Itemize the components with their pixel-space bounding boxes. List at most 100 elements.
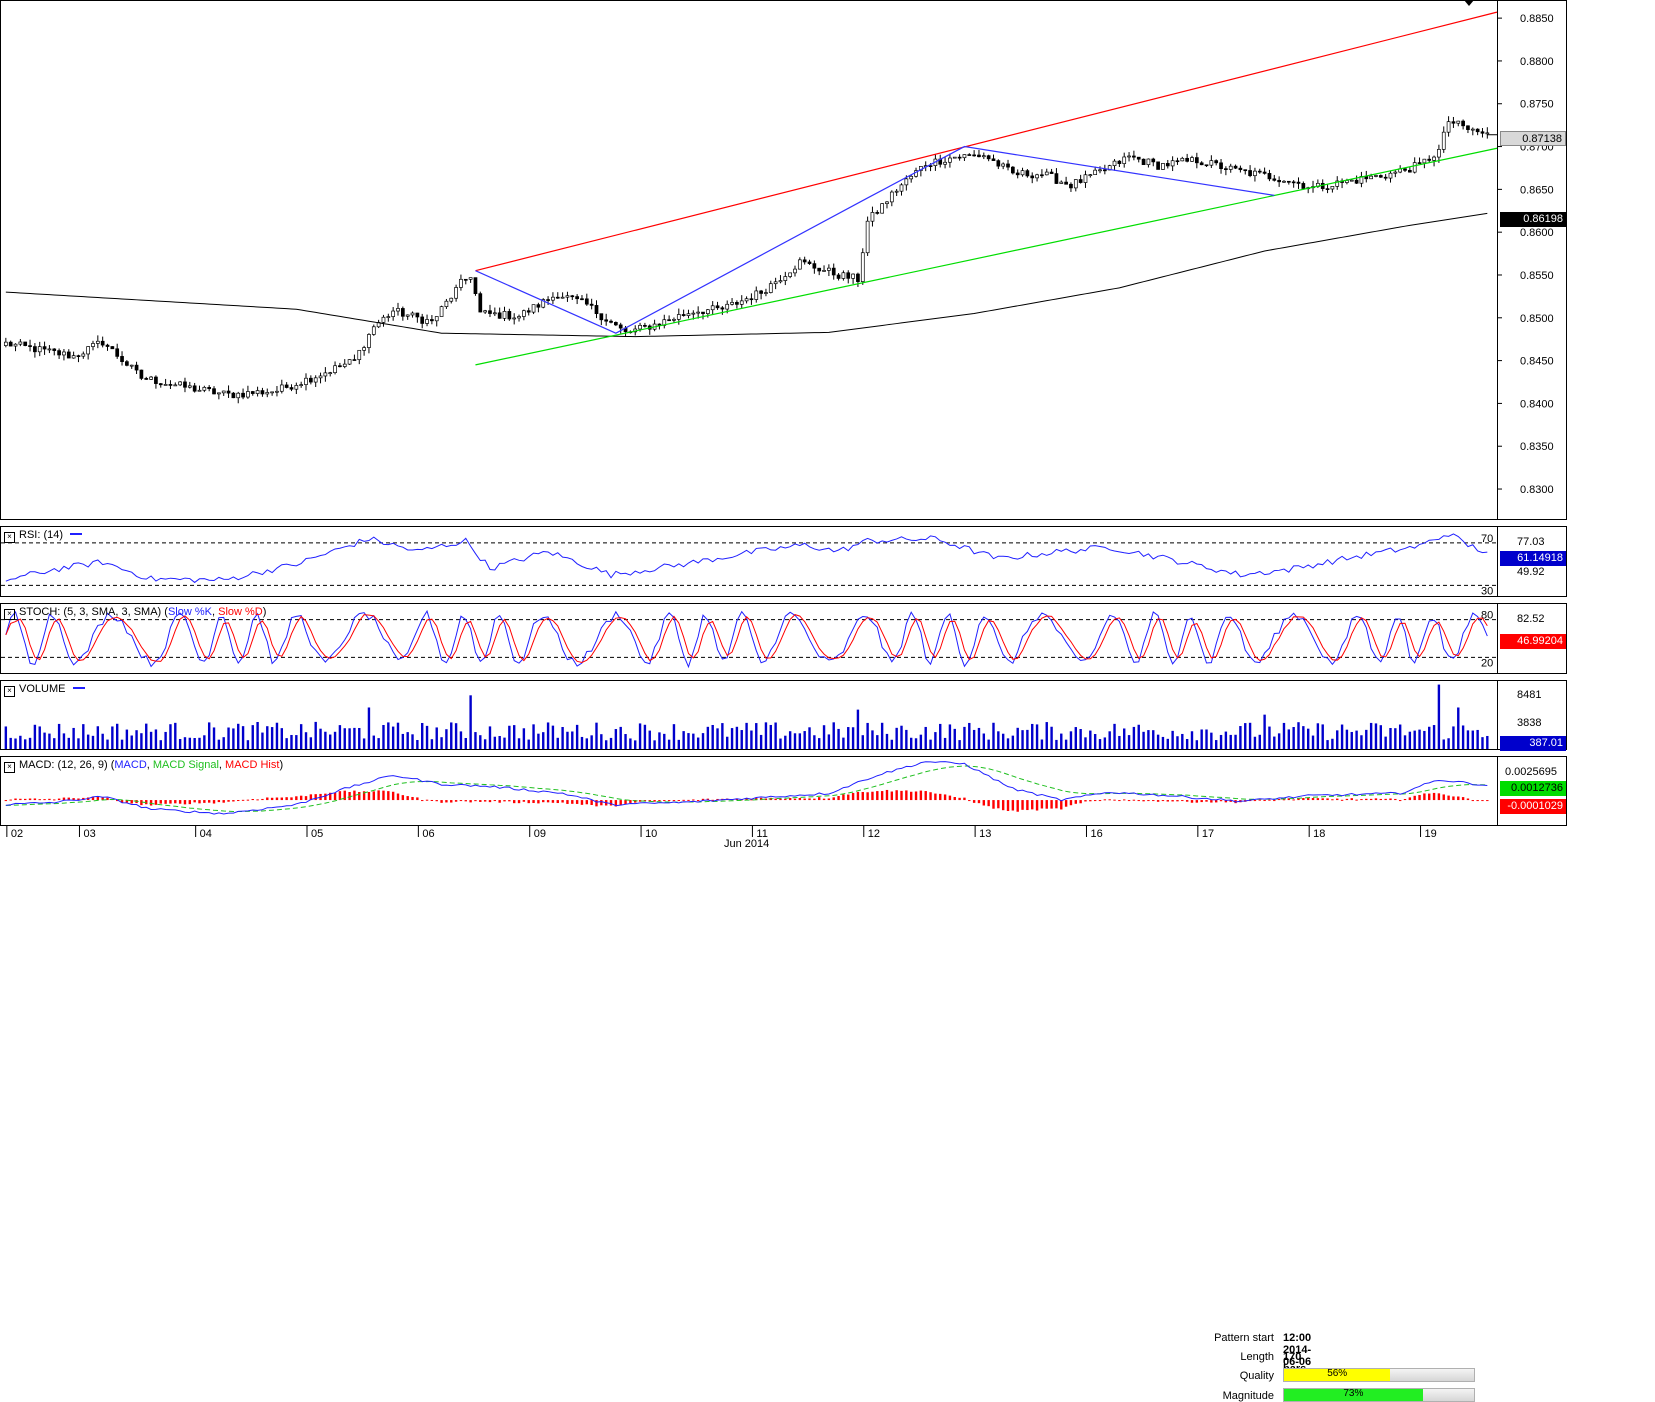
macd-hist-bar — [1481, 800, 1484, 802]
candle — [76, 355, 81, 357]
volume-bar — [1205, 729, 1208, 749]
volume-bar — [924, 726, 927, 749]
macd-hist-bar — [580, 800, 584, 805]
candle — [57, 350, 61, 356]
candle — [144, 378, 149, 380]
macd-hist-bar — [358, 792, 361, 801]
x-tick-label: 05 — [311, 828, 323, 840]
candle — [764, 292, 768, 294]
volume-bar — [919, 734, 923, 749]
volume-bar — [1156, 734, 1160, 749]
volume-bar — [726, 736, 729, 749]
candle — [434, 316, 439, 322]
candle — [604, 319, 609, 322]
volume-bar — [198, 737, 201, 749]
volume-bar — [648, 730, 651, 749]
stoch-title: × STOCH: (5, 3, SMA, 3, SMA) (Slow %K, Sl… — [4, 606, 266, 620]
rsi-close-icon[interactable]: × — [4, 532, 15, 543]
macd-hist-bar — [329, 792, 332, 801]
volume-bar — [527, 739, 530, 749]
candle — [1180, 157, 1185, 162]
volume-bar — [1466, 730, 1470, 749]
candle — [1025, 170, 1030, 177]
macd-close-icon[interactable]: × — [4, 762, 15, 773]
candle — [948, 157, 952, 163]
candle — [1112, 160, 1117, 167]
macd-hist-bar — [362, 791, 366, 801]
quality-bar: 56% — [1283, 1368, 1475, 1382]
macd-hist-bar — [750, 799, 753, 801]
candle — [100, 340, 105, 346]
macd-hist-bar — [1277, 799, 1281, 801]
volume-bar — [464, 737, 467, 749]
macd-hist-bar — [1360, 799, 1363, 801]
volume-bar — [401, 733, 405, 749]
volume-bar — [280, 728, 284, 749]
macd-hist-bar — [909, 791, 913, 801]
macd-hist-bar — [1050, 800, 1053, 809]
volume-title: × VOLUME — [4, 683, 85, 697]
volume-bar — [1195, 740, 1199, 749]
macd-hist-bar — [391, 791, 395, 801]
candle — [183, 381, 187, 388]
macd-hist-bar — [1447, 795, 1450, 801]
volume-bar — [416, 740, 419, 749]
candle — [328, 372, 333, 374]
macd-hist-bar — [1001, 800, 1005, 811]
macd-hist-bar — [609, 800, 613, 806]
volume-bar — [711, 724, 714, 749]
candle — [749, 298, 754, 301]
volume-bar — [934, 732, 937, 749]
volume-bar — [600, 734, 603, 749]
macd-hist-bar — [159, 800, 162, 804]
macd-hist-bar — [614, 800, 618, 807]
macd-hist-bar — [266, 797, 269, 801]
macd-hist-bar — [687, 799, 690, 801]
macd-hist-bar — [1224, 800, 1228, 803]
x-tick-label: 06 — [422, 828, 434, 840]
volume-bar — [1214, 740, 1218, 749]
candle — [1141, 158, 1146, 166]
macd-hist-bar — [595, 800, 598, 807]
x-tick-label: 03 — [83, 828, 95, 840]
macd-hist-bar — [1471, 800, 1474, 802]
macd-hist-bar — [856, 791, 860, 801]
volume-bar — [561, 726, 564, 749]
candle — [827, 267, 831, 271]
candle — [1117, 160, 1122, 164]
volume-bar — [1379, 725, 1383, 749]
macd-hist-bar — [1384, 798, 1387, 801]
candle — [797, 259, 802, 270]
volume-bar — [4, 726, 8, 749]
volume-bar — [343, 728, 346, 749]
macd-hist-bar — [566, 800, 569, 804]
macd-hist-bar — [435, 800, 438, 802]
candle — [1078, 179, 1083, 183]
candle — [981, 155, 986, 158]
candle — [952, 156, 957, 159]
volume-bar — [24, 739, 27, 749]
macd-hist-bar — [900, 790, 903, 801]
volume-bar — [1035, 724, 1039, 749]
volume-bar — [1418, 729, 1421, 749]
volume-bar — [1413, 730, 1416, 749]
candle — [1456, 120, 1461, 124]
stoch-close-icon[interactable]: × — [4, 609, 15, 620]
candle — [468, 277, 473, 280]
macd-hist-bar — [454, 800, 458, 802]
macd-hist-bar — [396, 793, 400, 801]
volume-close-icon[interactable]: × — [4, 686, 15, 697]
candle — [841, 272, 846, 279]
volume-bar — [1408, 731, 1412, 749]
candle — [1461, 120, 1465, 127]
volume-bar — [77, 738, 80, 749]
candle — [686, 313, 691, 316]
candle — [115, 348, 120, 357]
volume-bar — [566, 731, 569, 749]
stoch-tick-label: 82.52 — [1517, 613, 1545, 625]
macd-hist-bar — [1171, 800, 1174, 802]
candle — [492, 312, 497, 315]
volume-bar — [1074, 727, 1077, 749]
macd-hist-bar — [425, 799, 429, 801]
macd-hist-bar — [1486, 800, 1489, 802]
